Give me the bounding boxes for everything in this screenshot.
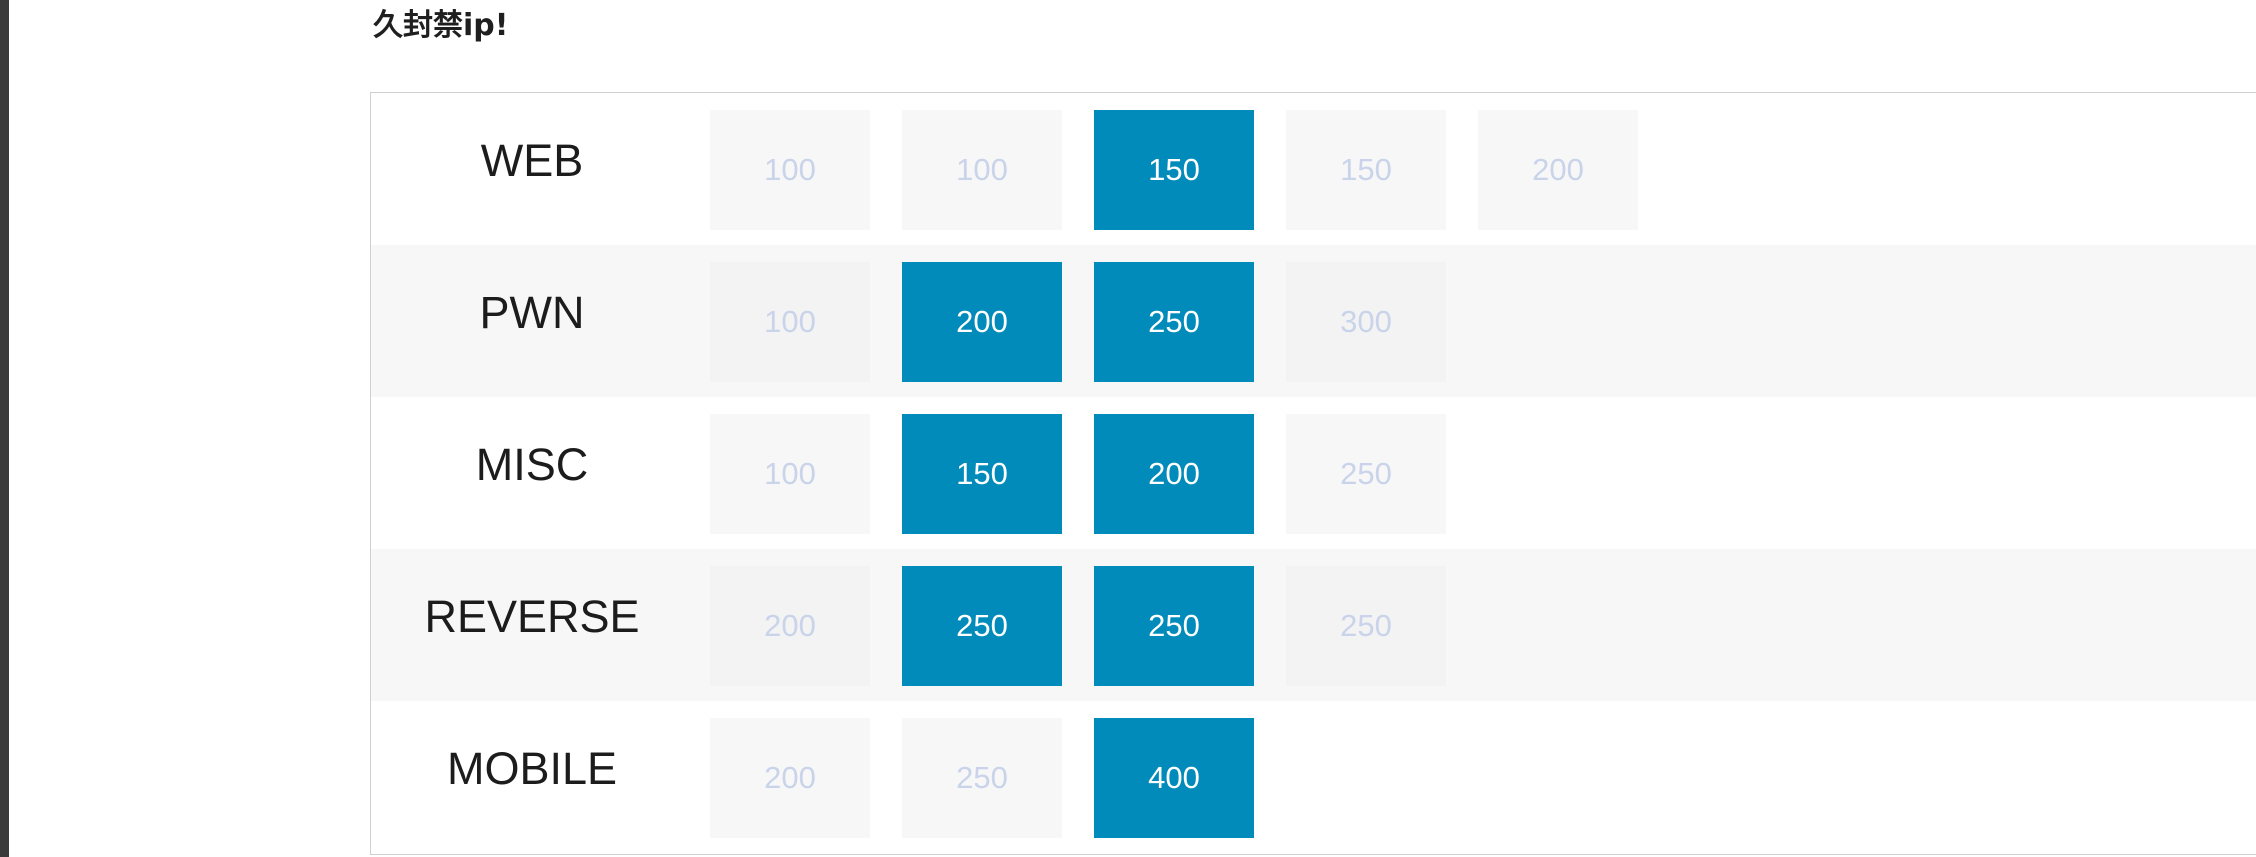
category-label: PWN xyxy=(479,287,585,338)
challenge-tile-solved[interactable]: 400 xyxy=(1094,718,1254,838)
challenge-tile-unsolved[interactable]: 250 xyxy=(902,718,1062,838)
notice-text: 久封禁ip! xyxy=(373,8,509,43)
challenge-tile-unsolved[interactable]: 200 xyxy=(710,718,870,838)
category-label: MISC xyxy=(475,439,589,490)
category-label: WEB xyxy=(480,135,584,186)
challenge-tile-solved[interactable]: 250 xyxy=(1094,262,1254,382)
challenge-tile-unsolved[interactable]: 100 xyxy=(710,262,870,382)
challenge-tile-unsolved[interactable]: 200 xyxy=(710,566,870,686)
window-left-edge xyxy=(0,0,9,857)
category-row-reverse: REVERSE 200 250 250 250 xyxy=(371,549,2256,701)
challenge-tile-unsolved[interactable]: 250 xyxy=(1286,414,1446,534)
challenge-tile-unsolved[interactable]: 100 xyxy=(710,414,870,534)
category-label: REVERSE xyxy=(424,591,640,642)
challenge-tile-unsolved[interactable]: 100 xyxy=(902,110,1062,230)
challenge-tile-solved[interactable]: 200 xyxy=(1094,414,1254,534)
challenge-tile-solved[interactable]: 250 xyxy=(902,566,1062,686)
challenge-tile-unsolved[interactable]: 200 xyxy=(1478,110,1638,230)
challenge-tile-solved[interactable]: 150 xyxy=(1094,110,1254,230)
category-row-pwn: PWN 100 200 250 300 xyxy=(371,245,2256,397)
challenge-tile-solved[interactable]: 200 xyxy=(902,262,1062,382)
challenge-tile-unsolved[interactable]: 300 xyxy=(1286,262,1446,382)
challenge-tile-unsolved[interactable]: 100 xyxy=(710,110,870,230)
category-row-web: WEB 100 100 150 150 200 xyxy=(371,93,2256,245)
challenge-board: WEB 100 100 150 150 200 PWN 100 200 250 … xyxy=(370,92,2256,855)
category-row-misc: MISC 100 150 200 250 xyxy=(371,397,2256,549)
challenge-tile-unsolved[interactable]: 150 xyxy=(1286,110,1446,230)
category-row-mobile: MOBILE 200 250 400 xyxy=(371,701,2256,853)
challenge-tile-solved[interactable]: 150 xyxy=(902,414,1062,534)
category-label: MOBILE xyxy=(446,743,618,794)
challenge-tile-solved[interactable]: 250 xyxy=(1094,566,1254,686)
challenge-tile-unsolved[interactable]: 250 xyxy=(1286,566,1446,686)
